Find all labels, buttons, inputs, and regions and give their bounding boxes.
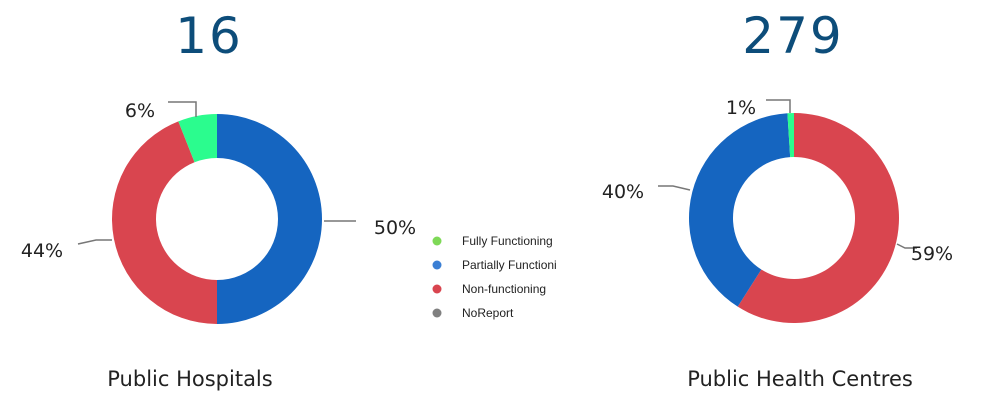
donut-slice-partially-functioning[interactable] xyxy=(217,114,322,324)
legend-swatch xyxy=(432,284,442,294)
legend-label: Fully Functioning xyxy=(462,234,553,248)
health-centres-caption: Public Health Centres xyxy=(687,367,913,391)
donut-slice-non-functioning[interactable] xyxy=(111,121,217,324)
health-centres-total: 279 xyxy=(742,7,843,65)
slice-percent-label: 1% xyxy=(726,97,756,119)
legend-label: Partially Functioni xyxy=(462,258,557,272)
slice-percent-label: 59% xyxy=(911,243,953,265)
donut-slice-fully-functioning[interactable] xyxy=(178,114,217,163)
hospitals-caption: Public Hospitals xyxy=(107,367,272,391)
leader-line xyxy=(168,101,197,117)
donut-slice-fully-functioning[interactable] xyxy=(787,113,794,158)
legend-swatch xyxy=(432,236,442,246)
slice-percent-label: 6% xyxy=(125,100,155,122)
slice-percent-label: 44% xyxy=(21,240,63,262)
legend-item-fully-functioning[interactable]: Fully Functioning xyxy=(432,234,553,248)
legend-label: Non-functioning xyxy=(462,282,546,296)
legend: Fully Functioning Partially Functioni No… xyxy=(432,234,557,320)
hospitals-total: 16 xyxy=(175,7,243,65)
donut-slice-partially-functioning[interactable] xyxy=(689,113,791,307)
legend-item-noreport[interactable]: NoReport xyxy=(432,306,515,320)
slice-percent-label: 40% xyxy=(602,181,644,203)
legend-item-partially-functioning[interactable]: Partially Functioni xyxy=(432,258,557,272)
health-centres-donut: 59% 40% 1% xyxy=(602,97,953,323)
legend-swatch xyxy=(432,260,442,270)
chart-public-hospitals: 16 50% 44% 6% Public Hospitals xyxy=(21,7,416,391)
legend-swatch xyxy=(432,308,442,318)
slice-percent-label: 50% xyxy=(374,217,416,239)
donut-slice-non-functioning[interactable] xyxy=(737,113,899,323)
leader-line xyxy=(77,239,112,245)
legend-item-non-functioning[interactable]: Non-functioning xyxy=(432,282,547,296)
leader-line xyxy=(658,185,691,191)
legend-label: NoReport xyxy=(462,306,514,320)
leader-line xyxy=(896,243,917,249)
hospitals-donut: 50% 44% 6% xyxy=(21,100,416,324)
chart-public-health-centres: 279 59% 40% 1% Public Health Centres xyxy=(602,7,953,391)
leader-line xyxy=(766,99,791,113)
